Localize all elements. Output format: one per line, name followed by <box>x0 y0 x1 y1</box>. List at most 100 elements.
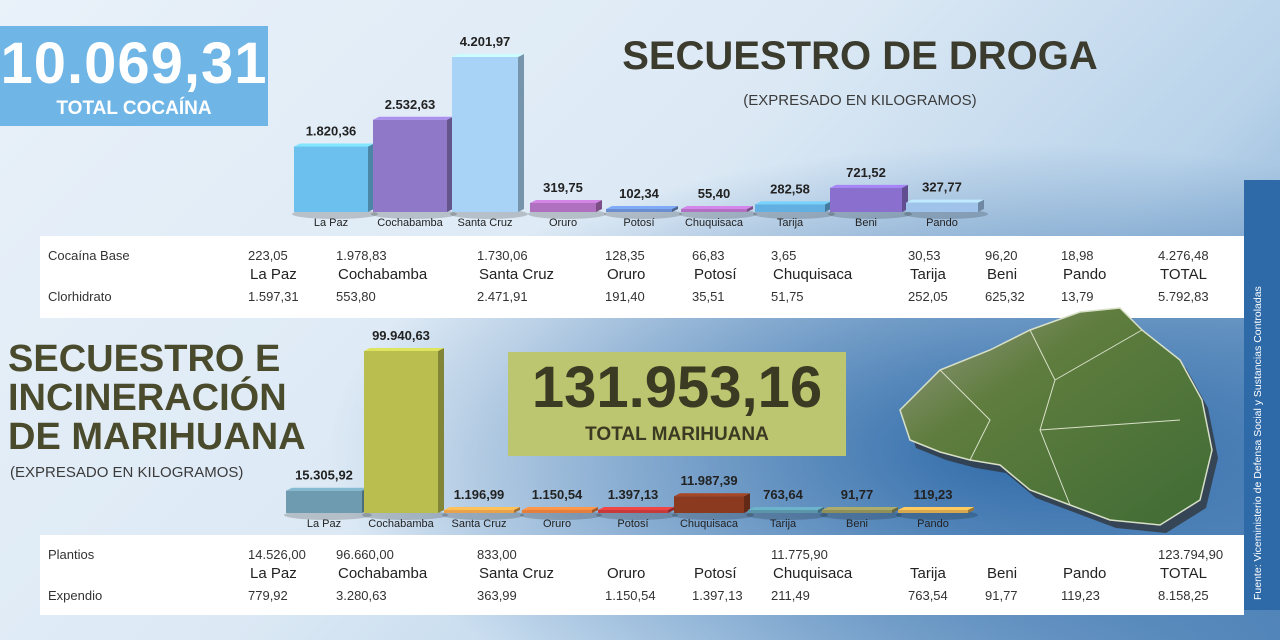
chart-subtitle-cocaina: (EXPRESADO EN KILOGRAMOS) <box>743 92 977 109</box>
bar-side <box>818 507 824 513</box>
bar <box>898 510 968 513</box>
bar-top <box>906 199 984 203</box>
bar <box>364 351 438 513</box>
bar-value-label: 721,52 <box>846 165 886 180</box>
bar-side <box>438 348 444 513</box>
bar <box>522 510 592 513</box>
table-column-header: Tarija <box>910 565 946 582</box>
bar-top <box>294 143 374 147</box>
category-label: Pando <box>917 518 949 530</box>
bar-side <box>447 116 453 212</box>
table-column-header: Santa Cruz <box>479 266 555 283</box>
bar-top <box>286 487 368 491</box>
table-row-label: Expendio <box>48 588 103 603</box>
table-cell: 91,77 <box>985 588 1018 603</box>
total-cocaina-value: 10.069,31 <box>0 31 268 96</box>
category-label: Oruro <box>549 217 577 229</box>
bar-value-label: 1.150,54 <box>532 487 583 502</box>
bar-value-label: 1.196,99 <box>454 487 505 502</box>
bar <box>444 510 514 513</box>
bar-side <box>892 507 898 513</box>
table-row-label: Clorhidrato <box>48 289 112 304</box>
total-marihuana-value: 131.953,16 <box>531 355 823 420</box>
bar-top <box>755 201 831 205</box>
table-row-label: Plantios <box>48 547 95 562</box>
title-line: DE MARIHUANA <box>8 416 306 458</box>
bar <box>755 204 825 212</box>
bar <box>452 57 518 212</box>
bar-side <box>668 507 674 513</box>
chart-subtitle-marihuana: (EXPRESADO EN KILOGRAMOS) <box>10 464 244 481</box>
category-label: Santa Cruz <box>457 217 512 229</box>
table-cell: 128,35 <box>605 248 645 263</box>
bar-side <box>596 199 602 212</box>
table-cell: 191,40 <box>605 289 645 304</box>
table-cell: 1.730,06 <box>477 248 528 263</box>
bar-side <box>978 199 984 212</box>
bar-top <box>530 199 602 203</box>
table-column-header: Chuquisaca <box>773 565 853 582</box>
title-line: SECUESTRO E <box>8 338 281 380</box>
bar-value-label: 55,40 <box>698 186 731 201</box>
category-label: Cochabamba <box>368 518 434 530</box>
category-label: Potosí <box>617 518 648 530</box>
table-row-label: Cocaína Base <box>48 248 130 263</box>
total-marihuana-box <box>508 352 846 456</box>
table-column-header: Chuquisaca <box>773 266 853 283</box>
table-cell: 779,92 <box>248 588 288 603</box>
table-column-header: Oruro <box>607 565 646 582</box>
bar-side <box>514 507 520 513</box>
table-cell: 13,79 <box>1061 289 1094 304</box>
table-column-header: Potosí <box>694 565 737 582</box>
category-label: Potosí <box>623 217 654 229</box>
bar-side <box>592 507 598 513</box>
table-cell: 18,98 <box>1061 248 1094 263</box>
category-label: La Paz <box>307 518 341 530</box>
bar-side <box>744 493 750 513</box>
bar-side <box>368 143 374 212</box>
bar-side <box>672 206 678 212</box>
table-cell: 96,20 <box>985 248 1018 263</box>
bar-side <box>518 54 524 212</box>
bar-top <box>830 184 908 188</box>
table-cell: 5.792,83 <box>1158 289 1209 304</box>
bar <box>373 119 447 212</box>
bar-top <box>522 507 598 510</box>
total-cocaina-box <box>0 26 268 126</box>
bar-side <box>747 206 753 212</box>
bar-top <box>748 507 824 510</box>
bar-value-label: 327,77 <box>922 180 962 195</box>
bar <box>286 490 362 513</box>
table-cell: 123.794,90 <box>1158 547 1224 562</box>
table-cell: 96.660,00 <box>336 547 394 562</box>
table-cell: 833,00 <box>477 547 517 562</box>
bar-top <box>606 206 678 209</box>
table-cell: 51,75 <box>771 289 804 304</box>
table-cell: 14.526,00 <box>248 547 306 562</box>
bar-value-label: 91,77 <box>841 487 874 502</box>
category-label: Chuquisaca <box>685 217 744 229</box>
table-cell: 763,54 <box>908 588 948 603</box>
category-label: Beni <box>846 518 868 530</box>
table-column-header: TOTAL <box>1160 266 1207 283</box>
table-column-header: TOTAL <box>1160 565 1207 582</box>
source-note: Fuente: Viceministerio de Defensa Social… <box>1252 286 1264 600</box>
table-column-header: Pando <box>1063 565 1107 582</box>
table-cell: 8.158,25 <box>1158 588 1209 603</box>
category-label: Tarija <box>770 518 797 530</box>
bar-side <box>968 507 974 513</box>
title-line: INCINERACIÓN <box>8 377 287 419</box>
bar <box>681 209 747 212</box>
bar <box>748 510 818 513</box>
table-column-header: La Paz <box>250 266 297 283</box>
table-cell: 1.397,13 <box>692 588 743 603</box>
bar-value-label: 102,34 <box>619 186 660 201</box>
bar <box>906 202 978 212</box>
bar-value-label: 99.940,63 <box>372 328 430 343</box>
table-cell: 4.276,48 <box>1158 248 1209 263</box>
cocaina-table: Cocaína Base 223,05 1.978,83 1.730,06 128,35… <box>40 236 1244 318</box>
bar-top <box>681 206 753 209</box>
bar-value-label: 319,75 <box>543 180 583 195</box>
